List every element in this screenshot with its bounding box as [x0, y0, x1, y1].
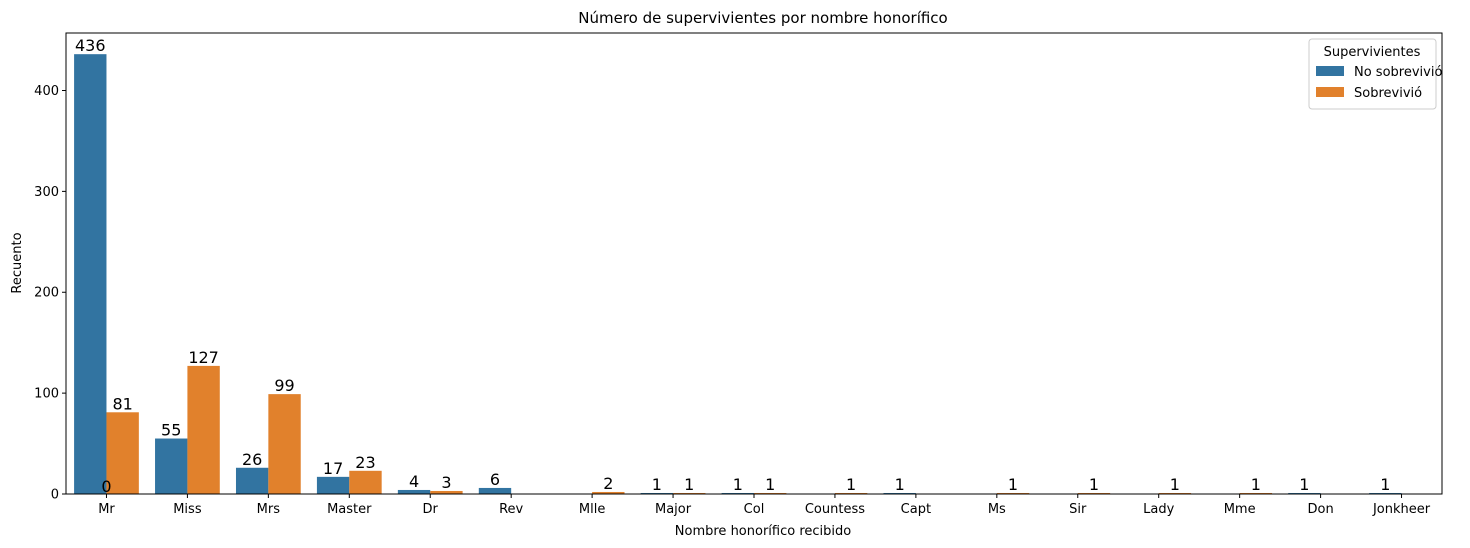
- bar-master-sobrevivio: [349, 470, 382, 494]
- bar-major-sobrevivio: [673, 492, 706, 494]
- legend-entry-sobrevivio: Sobrevivió: [1354, 86, 1422, 101]
- data-label-miss-no-sobrevivio: 55: [161, 421, 181, 440]
- x-tick-label-master: Master: [327, 502, 372, 517]
- x-tick-label-sir: Sir: [1069, 502, 1087, 517]
- data-label-mrs-no-sobrevivio: 26: [242, 450, 262, 469]
- bars-layer: [74, 54, 1402, 495]
- data-label-mr-extra: 0: [101, 477, 111, 496]
- y-axis-label: Recuento: [10, 232, 25, 293]
- data-label-master-sobrevivio: 23: [355, 453, 375, 472]
- data-label-mrs-sobrevivio: 99: [274, 376, 294, 395]
- x-tick-label-ms: Ms: [988, 502, 1006, 517]
- bar-mme-sobrevivio: [1239, 492, 1273, 494]
- data-label-mr-no-sobrevivio: 436: [75, 36, 106, 55]
- data-label-jonkheer-no-sobrevivio: 1: [1380, 475, 1390, 494]
- data-label-mr-sobrevivio: 81: [112, 394, 132, 413]
- bar-ms-sobrevivio: [996, 492, 1030, 494]
- bar-countess-sobrevivio: [834, 492, 868, 494]
- data-label-lady-sobrevivio: 1: [1170, 475, 1180, 494]
- bar-capt-no-sobrevivio: [883, 492, 916, 494]
- bar-dr-no-sobrevivio: [397, 489, 431, 494]
- y-tick-label: 0: [51, 488, 59, 503]
- bar-mr-no-sobrevivio: [74, 54, 107, 495]
- bar-mlle-sobrevivio: [592, 491, 625, 494]
- x-tick-label-don: Don: [1307, 502, 1333, 517]
- bar-sir-sobrevivio: [1077, 492, 1111, 494]
- x-tick-label-mrs: Mrs: [257, 502, 281, 517]
- x-tick-label-mr: Mr: [98, 502, 115, 517]
- data-label-capt-no-sobrevivio: 1: [895, 475, 905, 494]
- data-label-major-sobrevivio: 1: [684, 475, 694, 494]
- data-label-mlle-sobrevivio: 2: [603, 474, 613, 493]
- bar-jonkheer-no-sobrevivio: [1369, 492, 1402, 494]
- bar-don-no-sobrevivio: [1288, 492, 1321, 494]
- y-tick-label: 100: [34, 387, 59, 402]
- x-tick-label-jonkheer: Jonkheer: [1372, 502, 1431, 517]
- data-label-sir-sobrevivio: 1: [1089, 475, 1099, 494]
- bar-dr-sobrevivio: [430, 490, 463, 494]
- y-tick-label: 300: [34, 185, 59, 200]
- x-tick-label-lady: Lady: [1143, 502, 1174, 517]
- data-label-master-no-sobrevivio: 17: [323, 459, 343, 478]
- chart-title: Número de supervivientes por nombre hono…: [578, 9, 948, 27]
- x-tick-label-mlle: Mlle: [579, 502, 605, 517]
- data-label-col-no-sobrevivio: 1: [733, 475, 743, 494]
- x-tick-label-dr: Dr: [423, 502, 439, 517]
- bar-master-no-sobrevivio: [316, 476, 350, 494]
- data-label-dr-no-sobrevivio: 4: [409, 472, 419, 491]
- x-tick-label-capt: Capt: [901, 502, 931, 517]
- bar-mrs-sobrevivio: [268, 394, 301, 494]
- bar-mr-sobrevivio: [106, 412, 139, 494]
- bar-mrs-no-sobrevivio: [235, 467, 269, 494]
- x-tick-label-rev: Rev: [499, 502, 523, 517]
- data-label-dr-sobrevivio: 3: [441, 473, 451, 492]
- y-tick-label: 400: [34, 84, 59, 99]
- x-tick-label-major: Major: [655, 502, 692, 517]
- bar-lady-sobrevivio: [1158, 492, 1192, 494]
- y-axis: 0 100 200 300 400: [34, 84, 66, 503]
- data-labels-layer: 436 55 26 17 4 6 1 1 1 1 1 81 127 99 23 3 2 1 1 1 1 1 1 1 0: [75, 36, 1390, 496]
- data-label-rev-no-sobrevivio: 6: [490, 470, 500, 489]
- y-tick-label: 200: [34, 286, 59, 301]
- legend-title: Supervivientes: [1324, 45, 1421, 60]
- bar-miss-sobrevivio: [187, 365, 220, 494]
- data-label-don-no-sobrevivio: 1: [1299, 475, 1309, 494]
- bar-col-no-sobrevivio: [721, 492, 754, 494]
- x-tick-label-col: Col: [744, 502, 765, 517]
- legend-swatch-sobrevivio: [1316, 87, 1344, 97]
- data-label-major-no-sobrevivio: 1: [652, 475, 662, 494]
- bar-rev-no-sobrevivio: [478, 487, 512, 494]
- x-axis-label: Nombre honorífico recibido: [675, 524, 851, 539]
- data-label-col-sobrevivio: 1: [765, 475, 775, 494]
- data-label-countess-sobrevivio: 1: [846, 475, 856, 494]
- data-label-miss-sobrevivio: 127: [188, 348, 219, 367]
- bar-miss-no-sobrevivio: [155, 438, 188, 494]
- bar-col-sobrevivio: [754, 492, 787, 494]
- x-tick-label-mme: Mme: [1224, 502, 1256, 517]
- x-tick-label-miss: Miss: [173, 502, 202, 517]
- data-label-mme-sobrevivio: 1: [1251, 475, 1261, 494]
- legend-swatch-no-sobrevivio: [1316, 66, 1344, 76]
- bar-major-no-sobrevivio: [640, 492, 674, 494]
- data-label-ms-sobrevivio: 1: [1008, 475, 1018, 494]
- legend: Supervivientes No sobrevivió Sobrevivió: [1308, 38, 1442, 110]
- plot-frame: [65, 32, 1443, 495]
- x-tick-label-countess: Countess: [805, 502, 865, 517]
- x-axis: Mr Miss Mrs Master Dr Rev Mlle Major Col Countess…: [98, 494, 1431, 517]
- legend-entry-no-sobrevivio: No sobrevivió: [1354, 65, 1442, 80]
